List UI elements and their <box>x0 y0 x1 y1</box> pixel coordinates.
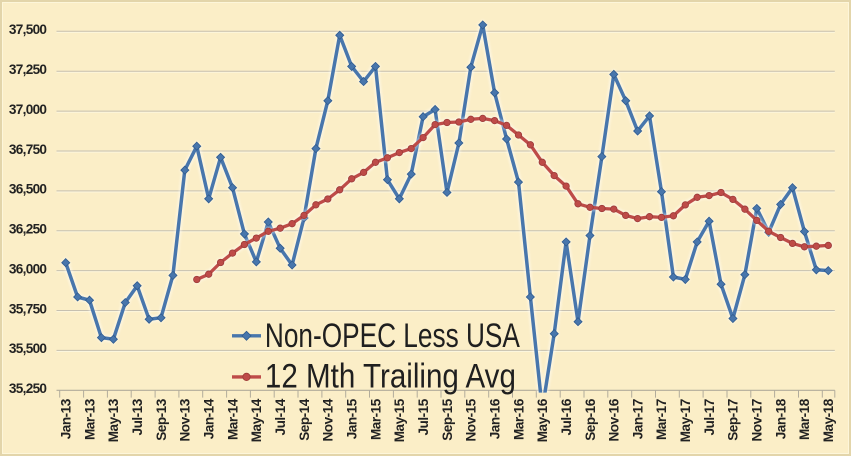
svg-text:Nov-13: Nov-13 <box>178 398 193 441</box>
svg-text:Jan-18: Jan-18 <box>773 398 788 439</box>
svg-text:12 Mth Trailing Avg: 12 Mth Trailing Avg <box>265 358 516 396</box>
svg-text:Sep-17: Sep-17 <box>726 399 741 441</box>
svg-text:36,000: 36,000 <box>9 261 47 276</box>
svg-text:Sep-15: Sep-15 <box>440 398 455 441</box>
svg-text:Mar-15: Mar-15 <box>368 398 383 440</box>
svg-text:Jul-17: Jul-17 <box>702 399 717 435</box>
svg-text:May-15: May-15 <box>392 398 407 442</box>
svg-text:Mar-16: Mar-16 <box>511 398 526 440</box>
svg-text:37,250: 37,250 <box>9 62 47 77</box>
svg-text:36,250: 36,250 <box>9 222 47 237</box>
svg-text:May-18: May-18 <box>821 398 836 442</box>
svg-text:Nov-16: Nov-16 <box>607 398 622 441</box>
svg-text:37,500: 37,500 <box>9 22 47 37</box>
svg-text:Mar-18: Mar-18 <box>797 398 812 440</box>
svg-text:Mar-13: Mar-13 <box>82 398 97 440</box>
svg-text:Nov-14: Nov-14 <box>321 398 336 441</box>
svg-text:Jan-17: Jan-17 <box>630 399 645 439</box>
svg-text:36,500: 36,500 <box>9 182 47 197</box>
svg-text:May-14: May-14 <box>249 398 264 442</box>
svg-text:Jan-14: Jan-14 <box>202 398 217 439</box>
svg-text:Nov-17: Nov-17 <box>750 399 765 441</box>
svg-text:Jul-14: Jul-14 <box>273 398 288 435</box>
svg-text:Jan-16: Jan-16 <box>487 398 502 439</box>
svg-text:35,250: 35,250 <box>9 381 47 396</box>
svg-text:35,750: 35,750 <box>9 301 47 316</box>
svg-text:Jul-15: Jul-15 <box>416 398 431 435</box>
svg-text:May-16: May-16 <box>535 398 550 442</box>
svg-text:Mar-17: Mar-17 <box>654 399 669 440</box>
svg-text:Mar-14: Mar-14 <box>225 398 240 440</box>
svg-text:Sep-13: Sep-13 <box>154 398 169 441</box>
svg-text:May-17: May-17 <box>678 399 693 442</box>
svg-text:Nov-15: Nov-15 <box>464 398 479 441</box>
svg-text:Sep-16: Sep-16 <box>583 398 598 441</box>
svg-text:Jul-13: Jul-13 <box>130 398 145 435</box>
svg-text:May-13: May-13 <box>106 398 121 442</box>
svg-text:Sep-14: Sep-14 <box>297 398 312 441</box>
svg-text:Jan-15: Jan-15 <box>345 398 360 439</box>
svg-text:35,500: 35,500 <box>9 341 47 356</box>
svg-text:37,000: 37,000 <box>9 102 47 117</box>
svg-text:Non-OPEC Less USA: Non-OPEC Less USA <box>265 317 520 355</box>
svg-text:36,750: 36,750 <box>9 142 47 157</box>
svg-text:Jan-13: Jan-13 <box>59 398 74 439</box>
svg-text:Jul-16: Jul-16 <box>559 398 574 435</box>
